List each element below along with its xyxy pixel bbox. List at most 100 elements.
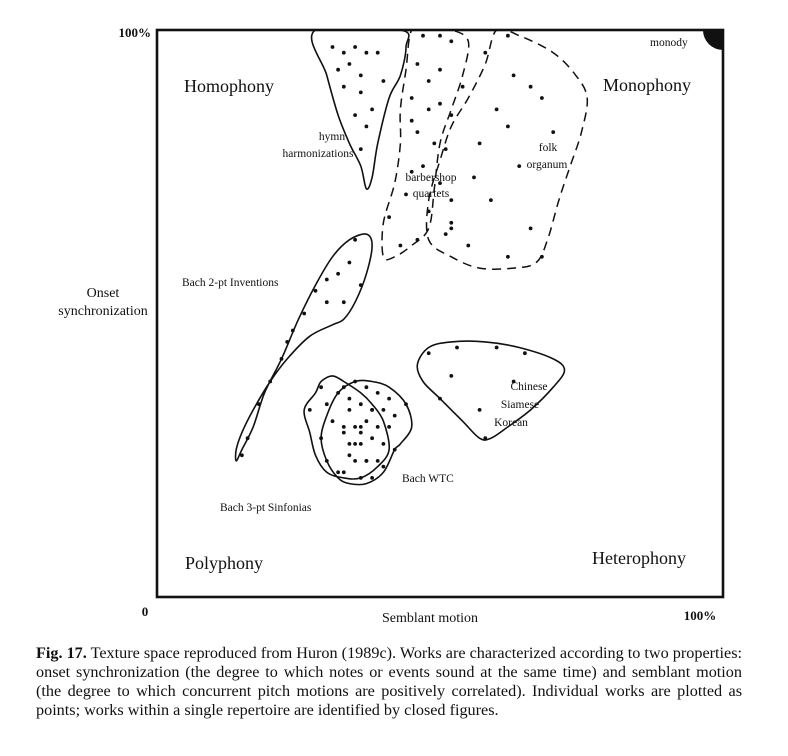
bach-2-pt-inventions-point-13 [341, 300, 346, 305]
barbershop-quartets-point-8 [438, 101, 442, 106]
hymn-harmonizations-point-6 [358, 73, 363, 78]
folk-organum-point-9 [472, 175, 476, 180]
bach-2-pt-inventions-point-14 [358, 283, 363, 287]
hymn-harmonizations-point-10 [353, 113, 357, 117]
bach-wtc-point-12 [387, 425, 391, 429]
wtc-label: Bach WTC [402, 473, 454, 485]
hymn-harmonizations-point-12 [358, 147, 363, 152]
barbershop-quartets-point-0 [421, 33, 425, 38]
bach-wtc-point-8 [341, 425, 346, 429]
homophony-label: Homophony [184, 76, 274, 96]
polyphony-label: Polyphony [185, 553, 263, 573]
barbershop-quartets-point-19 [398, 243, 403, 248]
barbershop-quartets-point-6 [409, 96, 414, 100]
folk-organum-point-5 [494, 107, 499, 112]
hymn-harmonizations-point-2 [353, 45, 357, 49]
folk-organum-point-1 [483, 50, 488, 55]
bach-wtc-point-3 [375, 391, 380, 395]
chinese-siamese-korean-point-8 [511, 379, 516, 384]
bach-3-pt-sinfonias-point-3 [336, 391, 340, 395]
folk-organum-point-14 [466, 243, 471, 248]
barbershop-quartets-point-1 [438, 33, 442, 38]
barbershop-quartets-point-21 [404, 192, 408, 197]
origin-tick: 0 [142, 604, 149, 619]
barbershop-label-line2: quartets [413, 188, 450, 200]
bach-2-pt-inventions-point-8 [268, 379, 273, 384]
bach-wtc-point-16 [358, 442, 363, 446]
barbershop-quartets-point-14 [438, 181, 442, 186]
bach-3-pt-sinfonias-point-2 [324, 402, 329, 407]
bach-3-pt-sinfonias-point-8 [324, 459, 329, 463]
barbershop-quartets-point-23 [409, 118, 414, 123]
barbershop-quartets-outline [381, 30, 470, 261]
barbershop-quartets-point-11 [432, 141, 437, 146]
folk-organum-point-2 [511, 73, 516, 78]
bach-wtc-point-23 [358, 476, 363, 480]
barbershop-quartets-point-9 [449, 113, 454, 117]
bach-2-pt-inventions-point-6 [290, 328, 295, 333]
bach-3-pt-sinfonias-point-6 [319, 436, 323, 441]
barbershop-quartets-point-4 [426, 79, 431, 83]
bach-wtc-point-25 [381, 464, 386, 469]
barbershop-quartets-point-16 [426, 209, 431, 214]
monody-corner-marker [703, 30, 723, 50]
barbershop-quartets-point-12 [443, 147, 448, 152]
hymn-harmonizations-point-13 [375, 50, 380, 55]
folk-organum-point-6 [506, 124, 510, 129]
barbershop-quartets-point-15 [449, 198, 454, 203]
chinese-label: Chinese [510, 381, 547, 393]
bach-2-pt-inventions-point-1 [347, 260, 352, 265]
plot-frame [155, 28, 725, 599]
hymn-harmonizations-point-8 [358, 90, 363, 95]
chinese-siamese-korean-point-5 [438, 396, 442, 401]
bach-2-pt-inventions-point-10 [245, 436, 250, 441]
bach-3-pt-sinfonias-point-4 [330, 419, 335, 424]
chinese-siamese-korean-point-6 [483, 436, 488, 441]
monody-label: monody [650, 37, 688, 49]
bach-wtc-point-2 [364, 385, 369, 390]
folk-organum-point-0 [506, 33, 510, 38]
barbershop-quartets-point-13 [421, 164, 425, 169]
y-max-tick: 100% [119, 25, 152, 40]
barbershop-quartets-point-10 [415, 130, 420, 135]
bach-wtc-point-24 [370, 476, 374, 480]
barbershop-label-line1: barbershop [405, 172, 456, 184]
hymn-harmonizations-point-14 [381, 79, 386, 83]
hymn-label-line1: hymn [319, 131, 345, 143]
chinese-siamese-korean-point-7 [477, 408, 482, 412]
folk-organum-point-8 [517, 164, 522, 169]
folk-organum-point-17 [551, 130, 556, 135]
bach-wtc-point-9 [353, 425, 357, 429]
folk-organum-point-11 [528, 226, 533, 231]
bach-wtc-point-11 [375, 425, 380, 429]
barbershop-quartets-point-5 [438, 67, 442, 72]
figure-caption: Fig. 17. Texture space reproduced from H… [36, 644, 742, 720]
inventions-label: Bach 2-pt Inventions [182, 277, 279, 289]
texture-space-chart: monody Homophony Monophony Polyphony Het… [58, 25, 725, 626]
bach-2-pt-inventions-point-11 [240, 453, 244, 458]
folk-label-line1: folk [539, 142, 558, 154]
bach-wtc-point-18 [381, 442, 386, 446]
bach-wtc-point-0 [341, 385, 346, 390]
barbershop-quartets-point-2 [449, 39, 454, 44]
hymn-harmonizations-outline [310, 30, 410, 190]
chinese-siamese-korean-point-0 [426, 351, 431, 356]
bach-2-pt-inventions-point-3 [324, 277, 329, 282]
bach-wtc-point-6 [370, 408, 374, 412]
hymn-label-line2: harmonizations [283, 148, 354, 160]
folk-organum-point-12 [540, 254, 544, 259]
bach-wtc-point-21 [375, 459, 380, 463]
folk-organum-point-10 [489, 198, 493, 203]
bach-2-pt-inventions-point-9 [257, 402, 261, 407]
bach-wtc-point-28 [381, 408, 386, 412]
korean-label: Korean [494, 417, 528, 429]
bach-2-pt-inventions-point-4 [313, 288, 318, 293]
hymn-harmonizations-point-0 [330, 45, 335, 49]
y-axis-label-line1: Onset [87, 286, 120, 301]
barbershop-quartets-point-24 [449, 220, 454, 225]
folk-label-line2: organum [527, 159, 568, 171]
chinese-siamese-korean-point-2 [494, 345, 499, 350]
repertoire-regions [234, 30, 589, 486]
bach-3-pt-sinfonias-point-0 [307, 408, 312, 412]
caption-label: Fig. 17. [36, 644, 87, 662]
